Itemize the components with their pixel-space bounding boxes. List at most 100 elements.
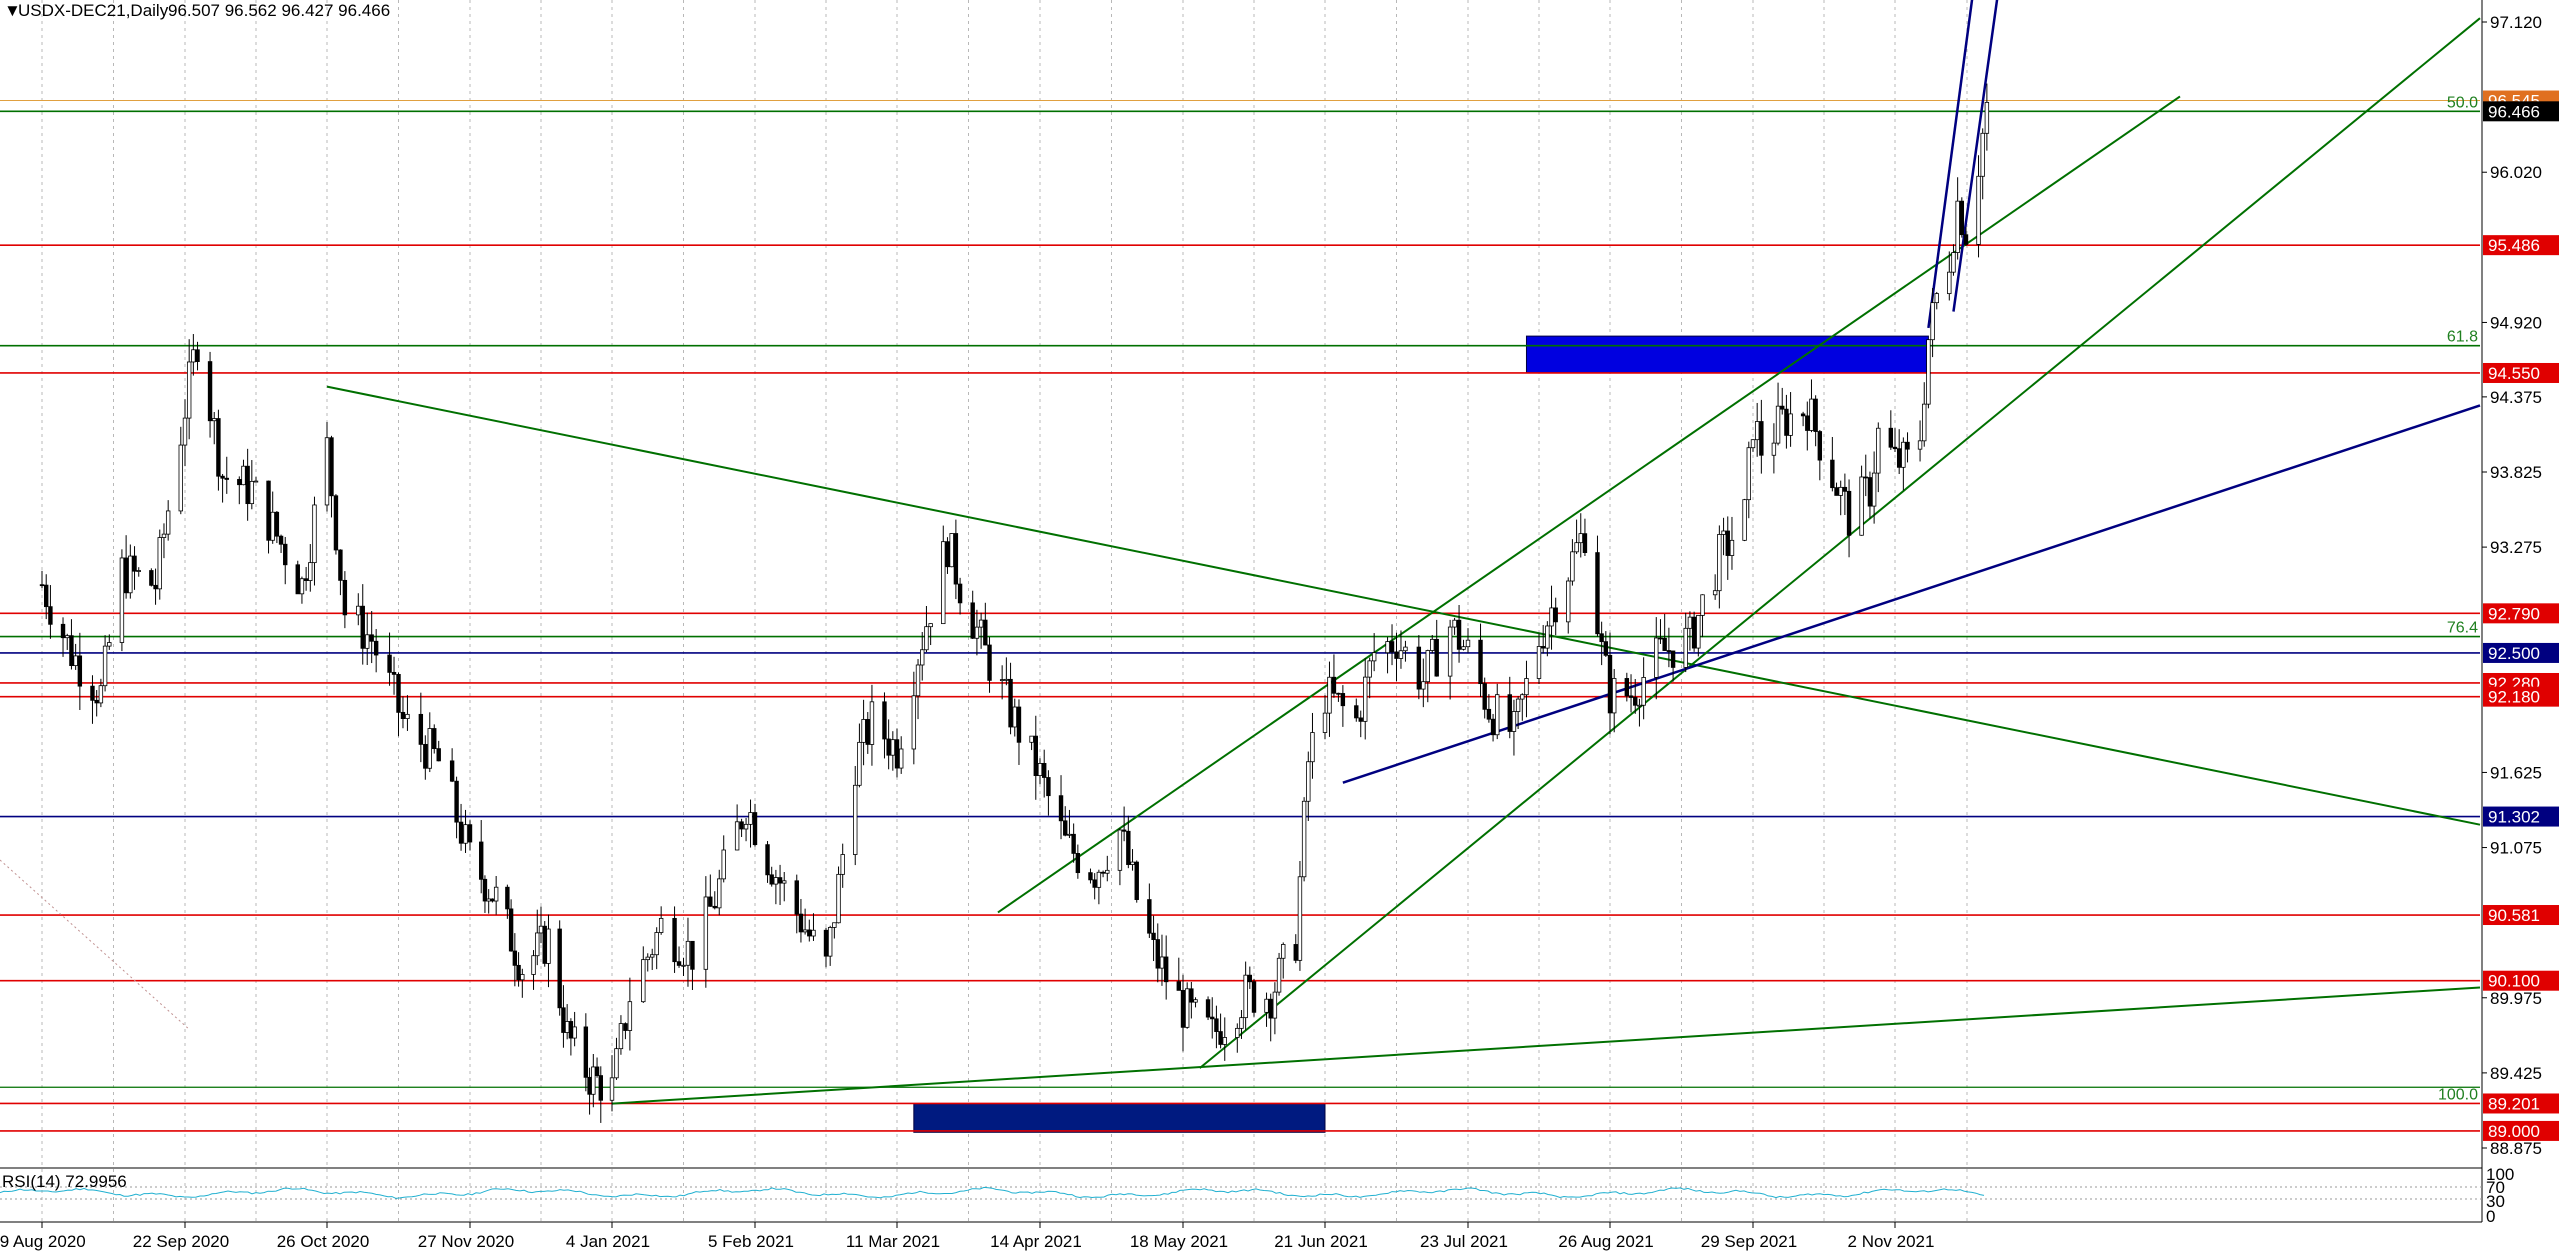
candle bbox=[690, 940, 695, 990]
candle bbox=[708, 874, 713, 907]
candle bbox=[1536, 633, 1542, 684]
candle-body bbox=[207, 361, 213, 422]
price-tag-bg bbox=[2483, 101, 2559, 122]
candle bbox=[1495, 683, 1500, 740]
candle-body bbox=[1658, 637, 1663, 640]
candle-body bbox=[1163, 956, 1169, 983]
candle-body bbox=[1595, 552, 1600, 635]
candle-body bbox=[1336, 692, 1341, 695]
candle-body bbox=[400, 711, 406, 720]
price-tag-bg bbox=[2483, 1093, 2559, 1114]
candle-body bbox=[1805, 415, 1810, 431]
candle-body bbox=[721, 849, 726, 880]
candle-body bbox=[1354, 705, 1359, 719]
candle bbox=[823, 927, 829, 968]
candle bbox=[220, 474, 225, 503]
candle-body bbox=[1566, 580, 1571, 623]
candle-body bbox=[1180, 989, 1186, 1028]
candle bbox=[253, 476, 259, 483]
candle bbox=[153, 568, 158, 605]
candle-body bbox=[748, 812, 753, 825]
candle bbox=[1834, 482, 1839, 496]
candle bbox=[1363, 658, 1368, 740]
candle bbox=[1930, 288, 1935, 358]
candle-body bbox=[220, 475, 225, 479]
candle bbox=[769, 866, 774, 887]
candle-body bbox=[1549, 607, 1554, 627]
candle bbox=[360, 584, 365, 665]
candle bbox=[77, 632, 83, 710]
candle bbox=[283, 536, 288, 585]
candle bbox=[1218, 1013, 1223, 1049]
candle bbox=[1394, 632, 1399, 682]
candle-body bbox=[405, 713, 410, 720]
candle bbox=[1029, 735, 1034, 751]
resistance-zone bbox=[1525, 335, 1929, 374]
candle bbox=[1524, 660, 1529, 718]
candle-body bbox=[1130, 861, 1135, 865]
candle bbox=[1863, 454, 1868, 497]
candle bbox=[1176, 957, 1181, 991]
candle-body bbox=[1281, 944, 1286, 959]
candle bbox=[249, 460, 255, 510]
candle bbox=[44, 574, 49, 620]
candle bbox=[216, 409, 221, 491]
candle-body bbox=[1536, 646, 1542, 679]
candle bbox=[132, 546, 137, 590]
long-support-line bbox=[611, 986, 2481, 1105]
candle bbox=[278, 534, 284, 553]
candle-body bbox=[654, 932, 659, 956]
candle bbox=[1461, 639, 1466, 651]
candle-body bbox=[454, 780, 459, 823]
candle bbox=[391, 656, 397, 695]
candle bbox=[136, 567, 141, 577]
candle-body bbox=[1603, 641, 1609, 656]
candle-body bbox=[882, 701, 887, 740]
candle-body bbox=[1495, 694, 1500, 736]
candle bbox=[924, 606, 929, 653]
candle-body bbox=[672, 917, 677, 963]
candle-body bbox=[765, 844, 770, 876]
candle bbox=[1281, 942, 1286, 979]
candle-body bbox=[391, 671, 397, 675]
candle-body bbox=[1394, 651, 1399, 659]
candle-body bbox=[1268, 998, 1273, 1019]
date-tick-label: 2 Nov 2021 bbox=[1848, 1232, 1935, 1251]
candle bbox=[1959, 197, 1965, 238]
candle bbox=[1838, 480, 1843, 516]
candle bbox=[953, 519, 959, 600]
candle bbox=[712, 891, 717, 910]
candle bbox=[546, 914, 551, 988]
candle bbox=[1239, 1010, 1244, 1039]
candle-body bbox=[1222, 1037, 1227, 1045]
price-tick-label: 88.875 bbox=[2490, 1139, 2542, 1158]
steep-channel-left bbox=[1927, 0, 1974, 329]
candle-body bbox=[798, 913, 804, 933]
level-price-tag: 91.302 bbox=[2483, 806, 2559, 827]
candle bbox=[1264, 992, 1269, 1027]
candle bbox=[400, 696, 406, 729]
candle bbox=[1901, 437, 1906, 491]
candle bbox=[1067, 809, 1072, 839]
candle bbox=[970, 590, 975, 639]
candle-body bbox=[1403, 646, 1408, 652]
candle-body bbox=[1800, 413, 1806, 417]
channel-upper-line bbox=[997, 95, 2181, 914]
triangle-down-icon[interactable]: ▼ bbox=[4, 1, 21, 20]
candle bbox=[436, 740, 441, 762]
channel-lower-line bbox=[1199, 17, 2481, 1069]
candle-body bbox=[423, 743, 428, 769]
candle bbox=[1037, 758, 1043, 785]
candle-body bbox=[970, 602, 975, 639]
candle-body bbox=[953, 533, 959, 585]
candle bbox=[1754, 402, 1760, 457]
candle-body bbox=[1012, 706, 1017, 728]
candle-body bbox=[1641, 677, 1646, 706]
candle bbox=[329, 435, 334, 518]
candle-body bbox=[73, 655, 78, 667]
candle-body bbox=[1788, 413, 1793, 436]
candle bbox=[1367, 657, 1372, 699]
candle bbox=[899, 736, 904, 774]
